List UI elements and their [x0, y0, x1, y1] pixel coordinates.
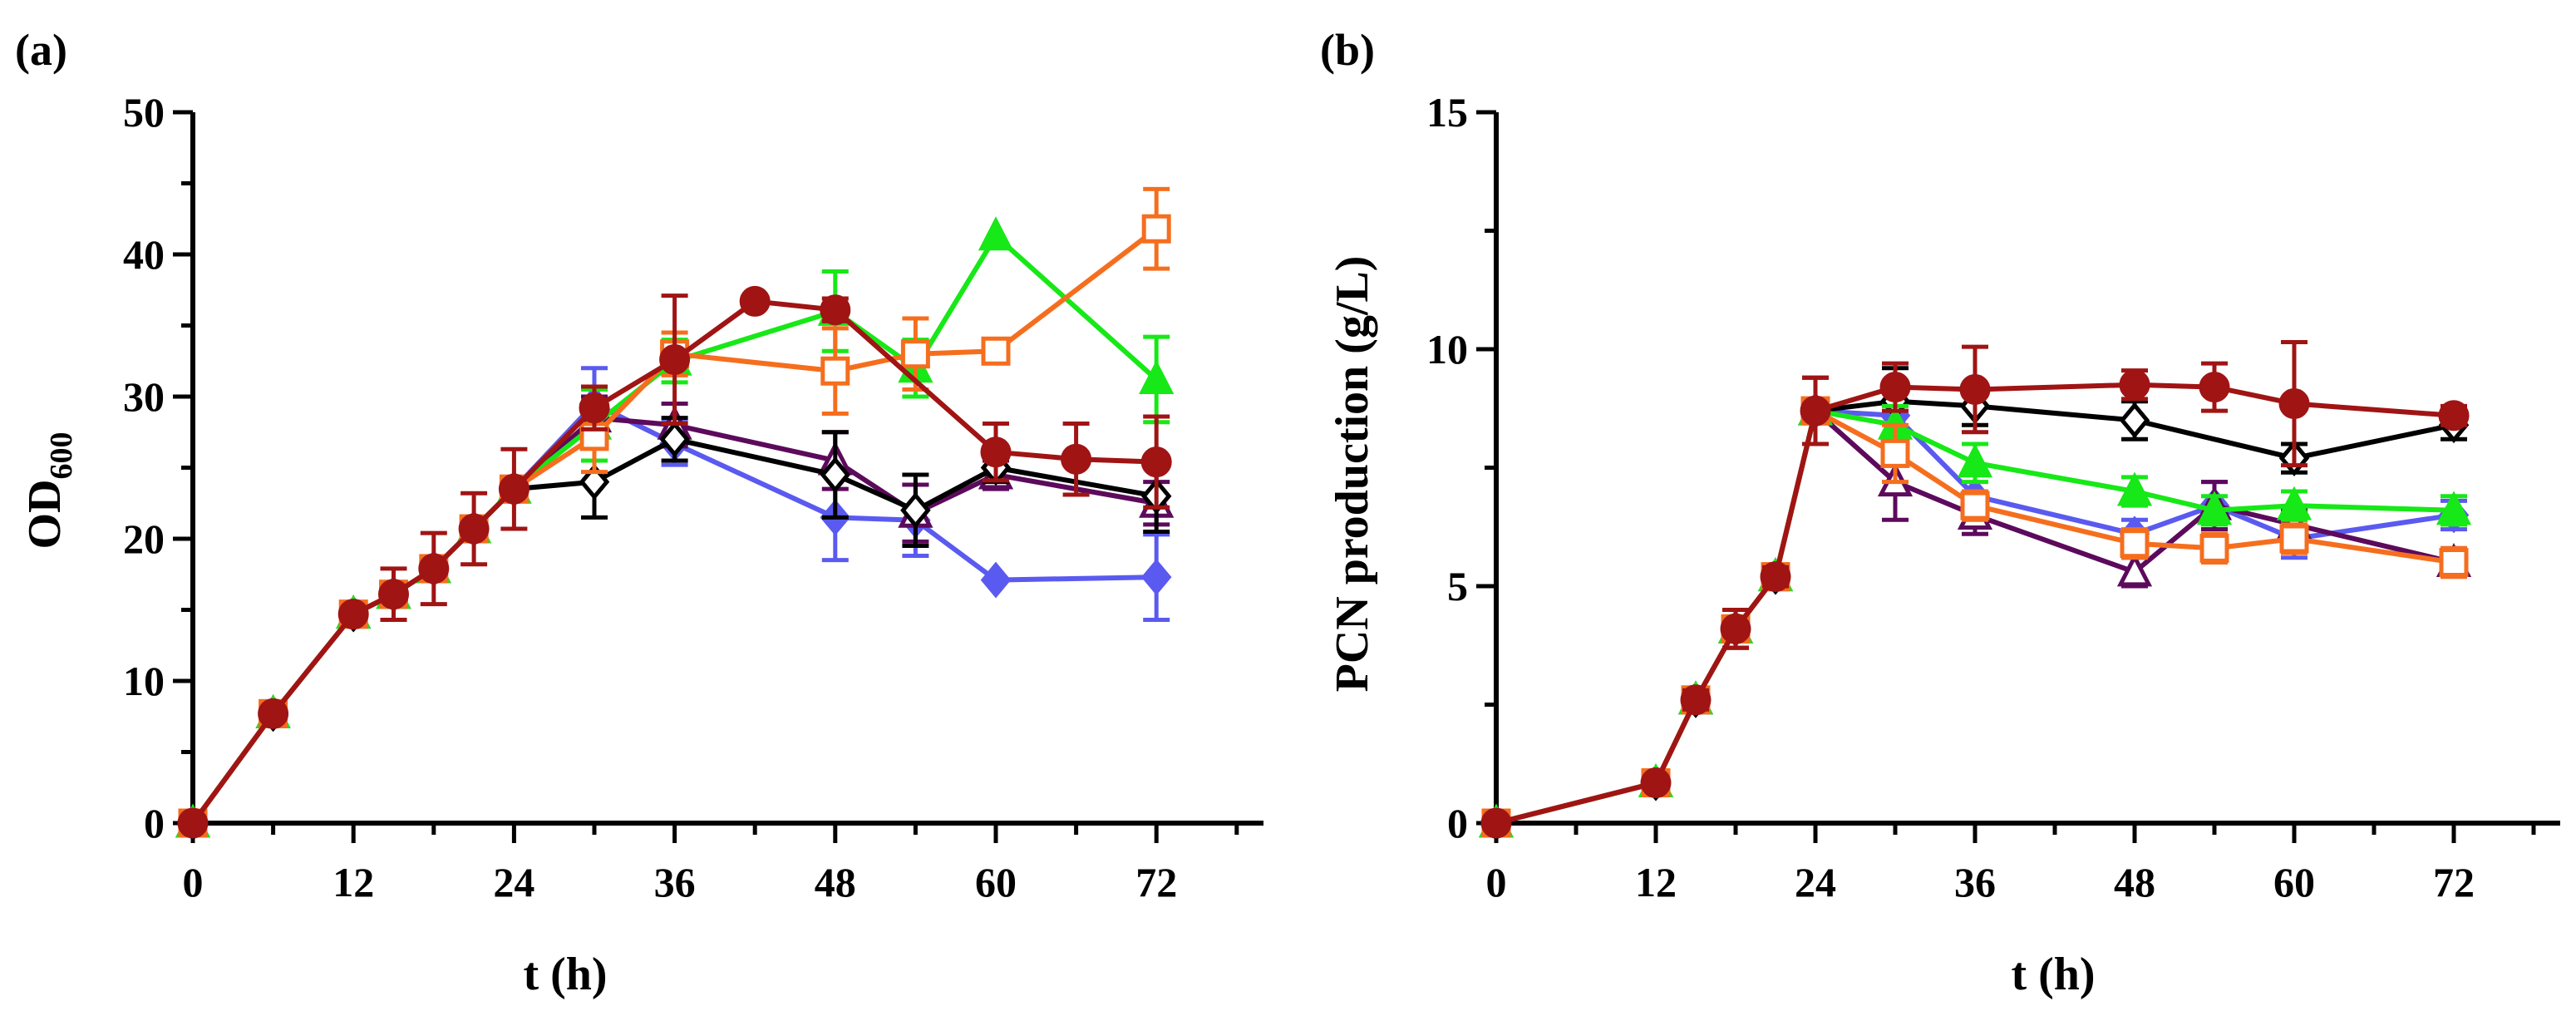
data-point [1957, 443, 1993, 478]
data-point [1140, 559, 1172, 596]
x-tick-label: 24 [1795, 859, 1836, 905]
data-point [1880, 438, 1910, 468]
data-point [1960, 491, 1990, 520]
data-point [980, 561, 1012, 599]
data-point [337, 599, 369, 630]
data-point [2119, 369, 2150, 401]
panel-a-ylabel-main: OD [19, 480, 71, 550]
data-point [981, 336, 1011, 366]
data-point [820, 456, 851, 493]
data-point [1680, 684, 1712, 716]
data-point [2276, 486, 2312, 520]
y-tick-label: 0 [1447, 800, 1468, 846]
panel-a-ylabel: OD600 [19, 432, 79, 550]
y-tick-label: 50 [123, 89, 165, 136]
data-point [900, 491, 931, 529]
data-point [978, 216, 1014, 251]
y-tick-label: 15 [1426, 89, 1468, 136]
series-square-open [178, 186, 1171, 838]
data-point [2436, 491, 2472, 525]
data-point [1800, 395, 1831, 427]
panel-a-axes: 0 12 24 36 48 60 72 0 10 20 30 40 50 [123, 89, 1263, 905]
data-point [2279, 524, 2309, 554]
data-point [458, 513, 490, 545]
panel-b-series [1478, 339, 2472, 841]
data-point [900, 339, 930, 369]
data-point [1480, 807, 1512, 839]
y-tick-label: 40 [123, 231, 165, 278]
series-diamond-open [1480, 366, 2470, 841]
panel-a-xlabel: t (h) [523, 949, 607, 1000]
y-tick-label: 5 [1447, 563, 1468, 609]
data-point [980, 436, 1012, 468]
panel-b-ylabel: PCN production (g/L) [1327, 256, 1378, 693]
data-point [2278, 388, 2310, 420]
x-tick-label: 48 [2114, 859, 2155, 905]
panel-b: (b) 0 12 24 36 48 60 72 0 5 10 15 t (h) PCN produc… [1320, 25, 2560, 1000]
data-point [1760, 561, 1791, 593]
data-point [1139, 360, 1175, 394]
y-tick-label: 20 [123, 515, 165, 562]
data-point [177, 807, 209, 839]
x-tick-label: 60 [2273, 859, 2315, 905]
x-tick-label: 0 [1486, 859, 1507, 905]
x-tick-label: 36 [1954, 859, 1996, 905]
panel-b-axes: 0 12 24 36 48 60 72 0 5 10 15 [1426, 89, 2560, 905]
data-point [1959, 373, 1991, 405]
y-tick-label: 0 [144, 800, 165, 846]
data-point [2116, 471, 2153, 506]
x-tick-label: 12 [1635, 859, 1677, 905]
x-tick-label: 60 [975, 859, 1017, 905]
x-tick-label: 24 [493, 859, 534, 905]
data-point [1141, 214, 1171, 244]
data-point [258, 698, 289, 729]
x-tick-label: 72 [1135, 859, 1177, 905]
data-point [498, 473, 529, 505]
series-circle-filled [177, 285, 1172, 839]
data-point [2438, 400, 2470, 432]
x-tick-label: 36 [654, 859, 696, 905]
series-circle-filled [1480, 339, 2470, 839]
data-point [378, 579, 409, 610]
y-tick-label: 10 [1426, 326, 1468, 372]
panel-a-ylabel-sub: 600 [44, 432, 79, 480]
data-point [1140, 446, 1172, 478]
panel-b-xlabel: t (h) [2011, 949, 2095, 1000]
panel-a-series [175, 186, 1175, 841]
data-point [1061, 443, 1092, 475]
data-point [2439, 548, 2469, 577]
data-point [2199, 372, 2230, 403]
data-point [2120, 529, 2150, 559]
data-point [418, 553, 450, 584]
panel-a: (a) 0 12 24 36 48 60 72 0 10 20 30 40 50 t (h) OD600 [15, 25, 1263, 1000]
data-point [659, 344, 691, 376]
data-point [2116, 552, 2153, 587]
data-point [659, 421, 690, 458]
data-point [2199, 533, 2229, 563]
x-tick-label: 12 [332, 859, 374, 905]
data-point [2196, 491, 2233, 525]
y-tick-label: 30 [123, 373, 165, 420]
data-point [579, 392, 610, 424]
data-point [1640, 767, 1672, 799]
data-point [1879, 372, 1911, 403]
data-point [579, 463, 610, 501]
x-tick-label: 72 [2433, 859, 2475, 905]
y-tick-label: 10 [123, 658, 165, 704]
x-tick-label: 48 [815, 859, 856, 905]
panel-b-label: (b) [1320, 25, 1375, 75]
panel-a-label: (a) [15, 25, 67, 75]
data-point [2119, 402, 2150, 439]
series-line [190, 415, 1157, 825]
data-point [1720, 613, 1751, 644]
data-point [739, 285, 771, 317]
data-point [820, 356, 850, 386]
data-point [820, 294, 851, 326]
x-tick-label: 0 [183, 859, 204, 905]
series-triangle-filled [1478, 375, 2472, 838]
